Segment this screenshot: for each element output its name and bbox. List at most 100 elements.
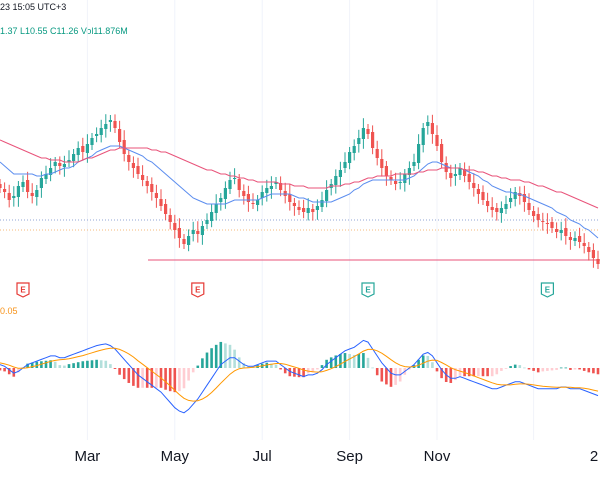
candle-body [550, 222, 554, 228]
candle-body [164, 204, 168, 214]
candle-body [136, 166, 140, 174]
macd-histogram-bar [145, 368, 149, 388]
macd-histogram-bar [168, 368, 172, 392]
macd-histogram-bar [550, 368, 554, 371]
candle-body [361, 128, 365, 139]
earnings-marker-shape [191, 282, 205, 298]
candle-body [219, 198, 223, 202]
candle-body [564, 228, 568, 236]
candle-body [366, 129, 370, 134]
candle-body [141, 175, 145, 180]
macd-histogram-bar [233, 349, 236, 368]
candle-body [72, 154, 76, 161]
candle-body [85, 144, 89, 153]
macd-histogram-bar [348, 354, 351, 368]
candle-body [30, 193, 34, 196]
ohlc-readout: 1.37 L10.55 C11.26 Vol11.876M [0, 26, 128, 36]
macd-histogram-bar [99, 360, 103, 368]
candle-body [490, 207, 494, 210]
candle-body [532, 211, 536, 216]
macd-histogram-bar [536, 368, 540, 373]
candle-body [453, 174, 457, 176]
macd-histogram-bar [316, 368, 319, 370]
macd-histogram-bar [375, 368, 379, 376]
candle-body [53, 162, 57, 166]
candle-body [463, 169, 467, 176]
candle-body [196, 231, 200, 234]
macd-histogram-bar [214, 344, 218, 368]
macd-histogram-bar [527, 368, 531, 370]
macd-histogram-bar [302, 368, 305, 378]
macd-histogram-bar [500, 368, 503, 371]
candle-body [223, 188, 227, 199]
candle-body [476, 189, 480, 194]
macd-histogram-bar [546, 368, 549, 371]
earnings-marker: E [361, 282, 375, 298]
macd-histogram-bar [380, 368, 384, 382]
macd-histogram-bar [0, 368, 2, 371]
macd-histogram-bar [564, 367, 568, 369]
candle-body [440, 144, 444, 162]
macd-histogram-bar [86, 360, 89, 368]
signal-line [0, 347, 599, 402]
x-axis-label: Mar [74, 448, 100, 465]
candle-body [509, 198, 513, 202]
candle-body [44, 174, 48, 179]
macd-histogram-bar [509, 366, 512, 368]
candle-body [108, 120, 112, 122]
macd-histogram-bar [118, 368, 121, 375]
macd-histogram-bar [191, 368, 195, 373]
macd-histogram-bar [288, 368, 292, 377]
x-axis-label: Sep [336, 448, 363, 465]
candle-body [256, 200, 260, 205]
macd-histogram-bar [63, 365, 66, 368]
candle-body [113, 121, 117, 128]
candle-body [237, 179, 241, 190]
macd-histogram-bar [228, 344, 232, 368]
macd-histogram-bar [182, 368, 186, 389]
ma-red-line [0, 139, 599, 209]
macd-histogram-bar [3, 368, 6, 372]
macd-histogram-bar [339, 354, 342, 368]
candle-body [375, 149, 379, 158]
candle-body [591, 250, 595, 258]
candle-body [49, 168, 53, 175]
macd-histogram-bar [196, 365, 200, 368]
earnings-marker-label: E [545, 286, 551, 295]
macd-histogram-bar [513, 364, 517, 368]
candle-body [173, 223, 177, 230]
candle-body [292, 203, 296, 206]
candle-body [352, 146, 356, 153]
macd-histogram-bar [104, 360, 108, 368]
macd-histogram-bar [394, 368, 397, 385]
macd-histogram-bar [270, 363, 273, 368]
candle-body [265, 188, 269, 193]
macd-histogram-bar [274, 364, 278, 368]
candle-body [573, 238, 577, 241]
macd-histogram-bar [49, 360, 52, 368]
macd-histogram-bar [26, 363, 29, 368]
macd-histogram-bar [472, 368, 476, 377]
macd-histogram-bar [237, 357, 241, 368]
candle-body [338, 170, 342, 177]
candle-body [118, 129, 122, 142]
macd-histogram-bar [435, 368, 439, 372]
macd-histogram-bar [247, 366, 250, 368]
macd-histogram-bar [205, 352, 209, 368]
candle-body [394, 181, 398, 184]
header-date: 23 15:05 UTC+3 [0, 2, 67, 12]
macd-histogram-bar [523, 367, 526, 369]
candle-body [536, 214, 540, 220]
macd-histogram-bar [81, 361, 85, 368]
candle-body [210, 212, 214, 221]
macd-histogram-bar [53, 361, 57, 368]
macd-histogram-bar [389, 368, 393, 387]
candle-body [104, 124, 108, 129]
macd-histogram-bar [343, 353, 347, 368]
macd-histogram-bar [573, 368, 577, 370]
candle-body [587, 247, 591, 252]
macd-histogram-bar [90, 360, 94, 368]
candle-body [435, 135, 439, 146]
macd-histogram-bar [495, 368, 499, 375]
